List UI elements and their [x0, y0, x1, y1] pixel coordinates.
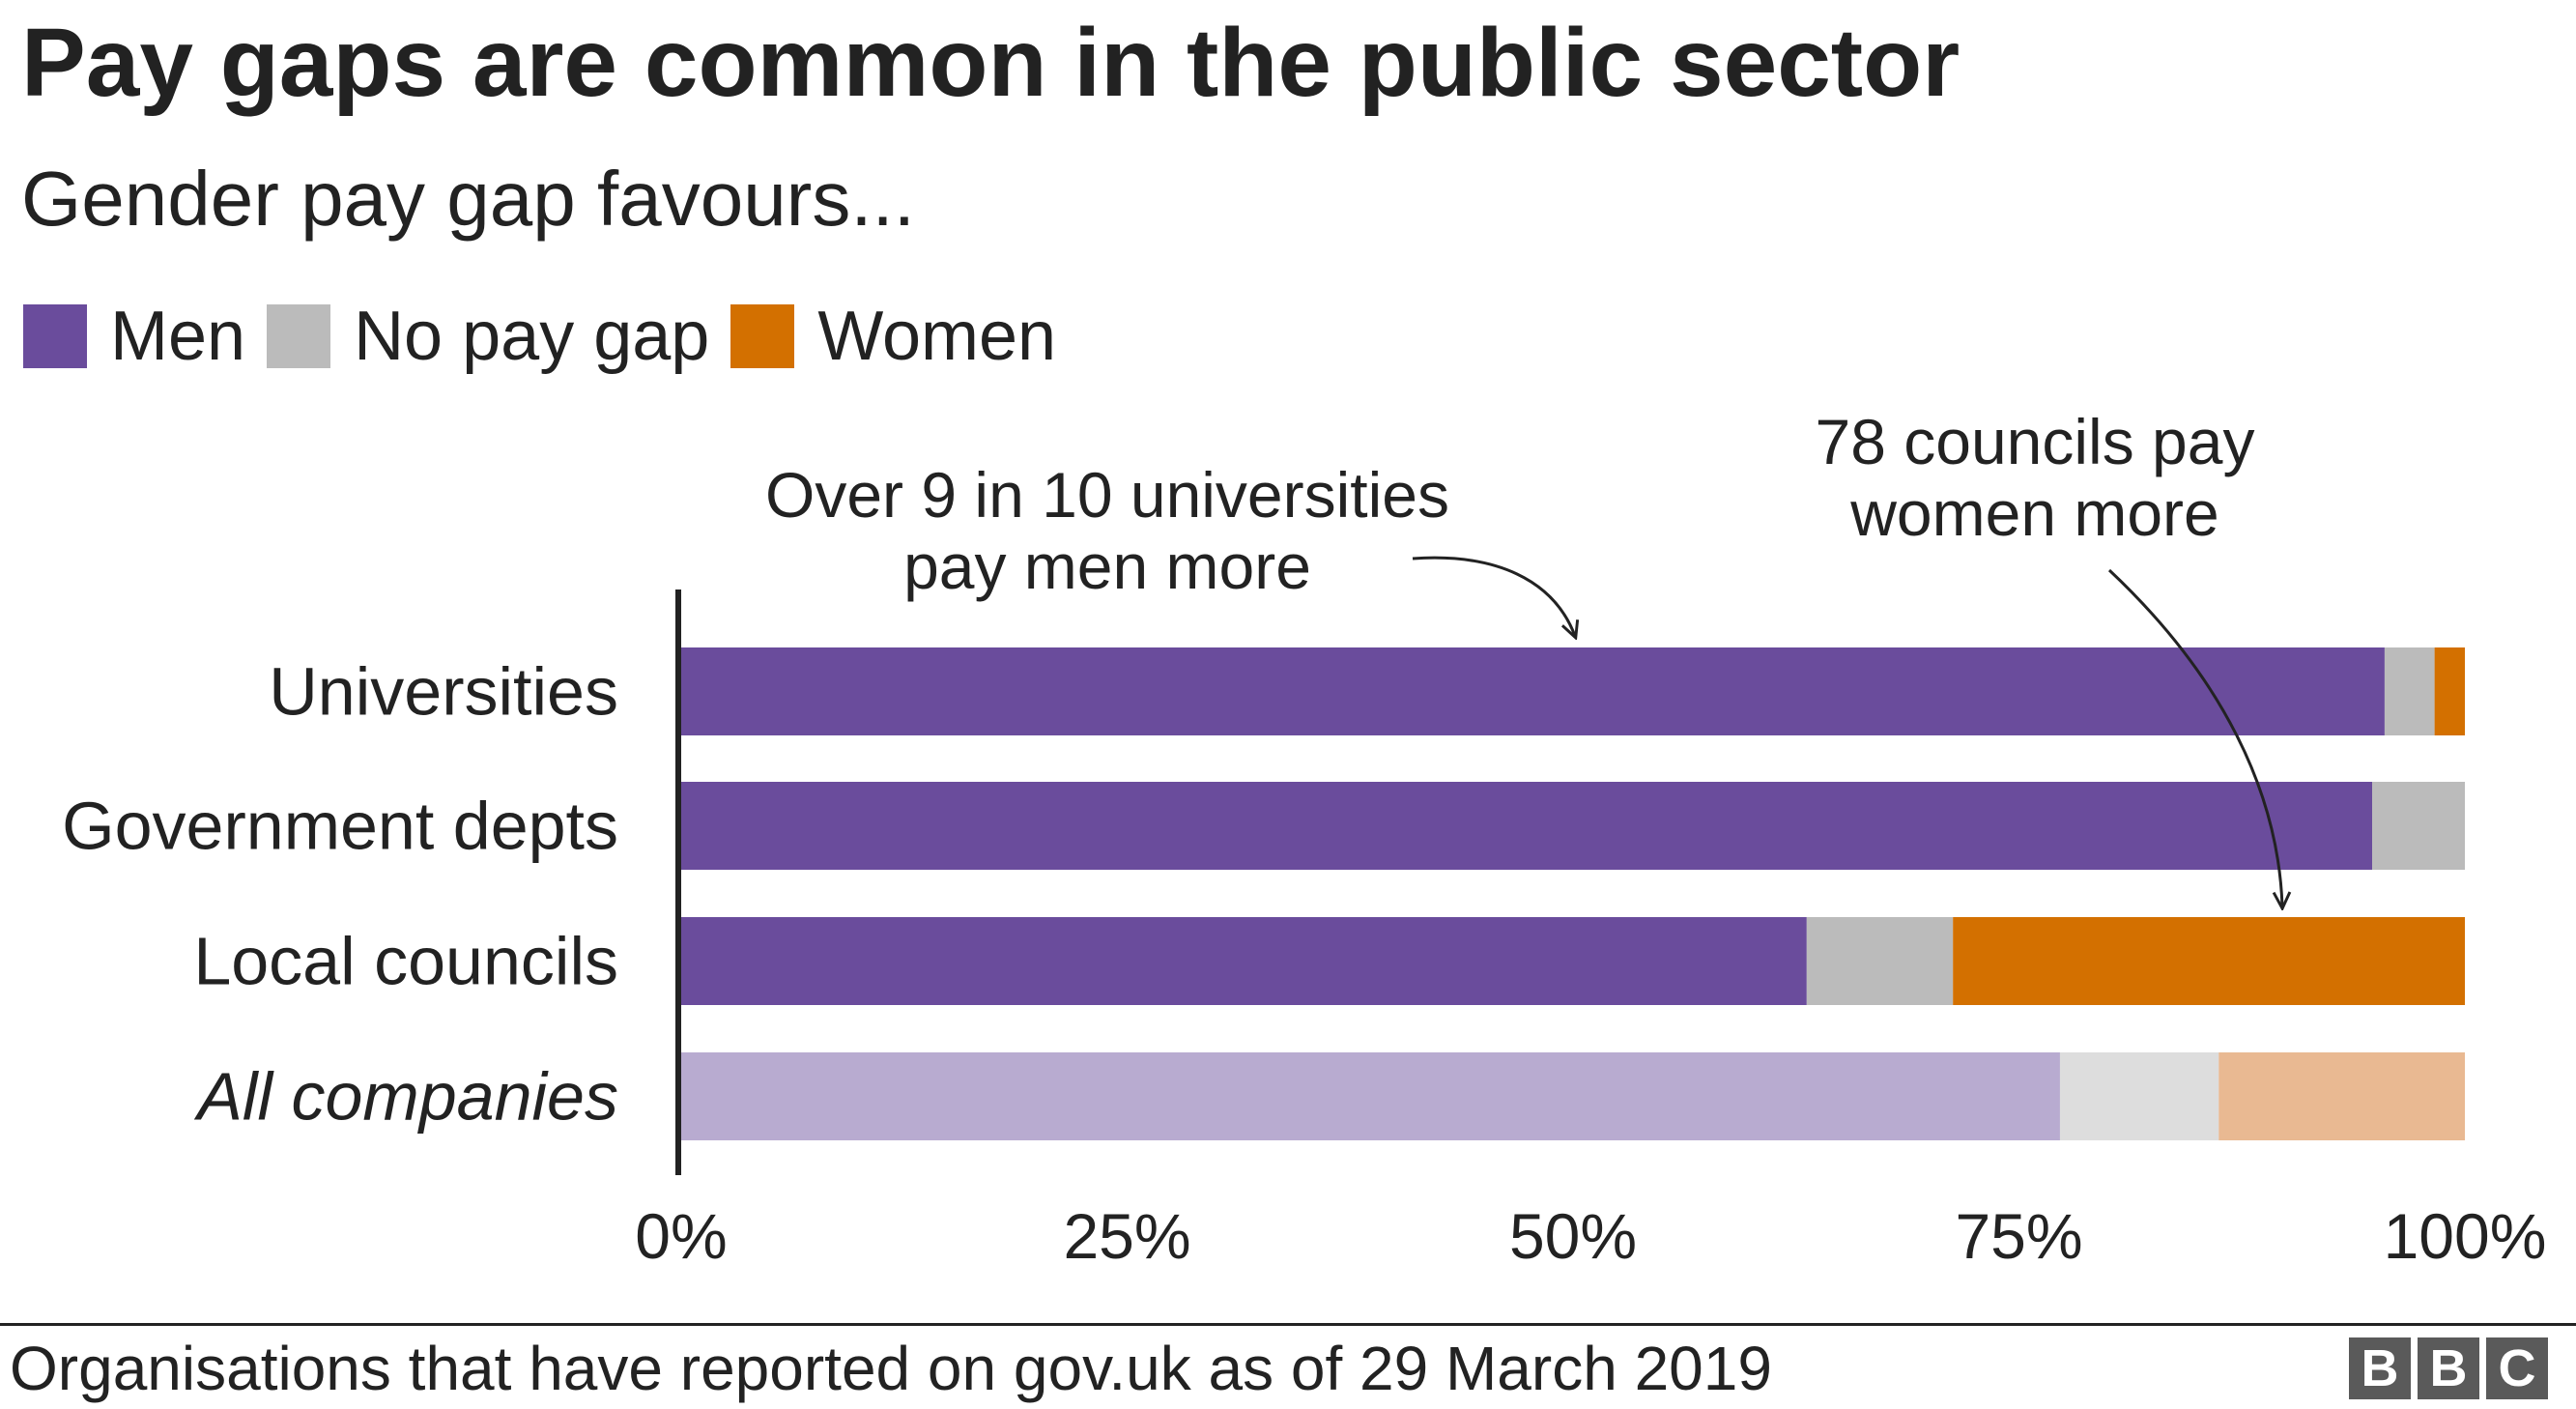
legend: Men No pay gap Women: [23, 302, 1077, 371]
category-label-all-companies: All companies: [193, 1059, 618, 1135]
annotation-councils-arrow: [2107, 568, 2282, 906]
bar-all-companies-no-pay-gap: [2059, 1052, 2219, 1140]
bar-local-councils-women: [1953, 917, 2465, 1005]
x-tick-label-0: 0%: [635, 1200, 727, 1272]
legend-item-men: Men: [23, 302, 245, 371]
bbc-logo-letter-1: B: [2349, 1337, 2411, 1399]
annotation-councils: 78 councils pay women more: [1816, 406, 2282, 906]
category-label-universities: Universities: [269, 654, 618, 730]
annotation-universities-arrow: [1412, 556, 1575, 636]
bar-government-depts-men: [681, 782, 2373, 870]
bar-local-councils-men: [681, 917, 1807, 1005]
legend-label-no-pay-gap: No pay gap: [354, 298, 710, 375]
bar-government-depts-no-pay-gap: [2372, 782, 2465, 870]
bar-segments: [681, 647, 2465, 1140]
bar-all-companies-women: [2218, 1052, 2465, 1140]
annotation-councils-line-2: women more: [1849, 477, 2218, 549]
x-tick-labels: 0% 25% 50% 75% 100%: [635, 1200, 2546, 1272]
bbc-logo-letter-2: B: [2418, 1337, 2479, 1399]
bar-universities-no-pay-gap: [2384, 647, 2435, 735]
legend-swatch-no-pay-gap: [267, 304, 331, 368]
bar-universities-men: [681, 647, 2385, 735]
legend-item-women: Women: [730, 302, 1056, 371]
annotation-councils-line-1: 78 councils pay: [1816, 406, 2255, 477]
category-label-government-depts: Government depts: [62, 789, 618, 864]
bbc-logo: B B C: [2342, 1337, 2548, 1399]
x-tick-label-100: 100%: [2384, 1200, 2547, 1272]
legend-label-men: Men: [110, 298, 246, 375]
annotation-universities-line-2: pay men more: [903, 531, 1311, 602]
x-tick-label-75: 75%: [1955, 1200, 2082, 1272]
x-tick-label-25: 25%: [1063, 1200, 1190, 1272]
x-tick-label-50: 50%: [1509, 1200, 1637, 1272]
legend-swatch-men: [23, 304, 87, 368]
annotation-universities-line-1: Over 9 in 10 universities: [765, 459, 1449, 531]
category-labels: Universities Government depts Local counci…: [62, 654, 618, 1135]
chart-subtitle: Gender pay gap favours...: [21, 156, 915, 242]
legend-swatch-women: [730, 304, 795, 368]
chart-title: Pay gaps are common in the public sector: [21, 9, 1961, 117]
bar-universities-women: [2434, 647, 2465, 735]
stacked-bar-chart: Universities Government depts Local counci…: [62, 406, 2546, 1272]
footer-divider: [0, 1323, 2576, 1326]
annotation-universities: Over 9 in 10 universities pay men more: [765, 459, 1575, 636]
legend-item-no-pay-gap: No pay gap: [267, 302, 709, 371]
bar-all-companies-men: [681, 1052, 2060, 1140]
legend-label-women: Women: [817, 298, 1057, 375]
bbc-logo-letter-3: C: [2486, 1337, 2548, 1399]
category-label-local-councils: Local councils: [193, 924, 618, 999]
bar-local-councils-no-pay-gap: [1806, 917, 1954, 1005]
source-note: Organisations that have reported on gov.…: [10, 1334, 1772, 1403]
